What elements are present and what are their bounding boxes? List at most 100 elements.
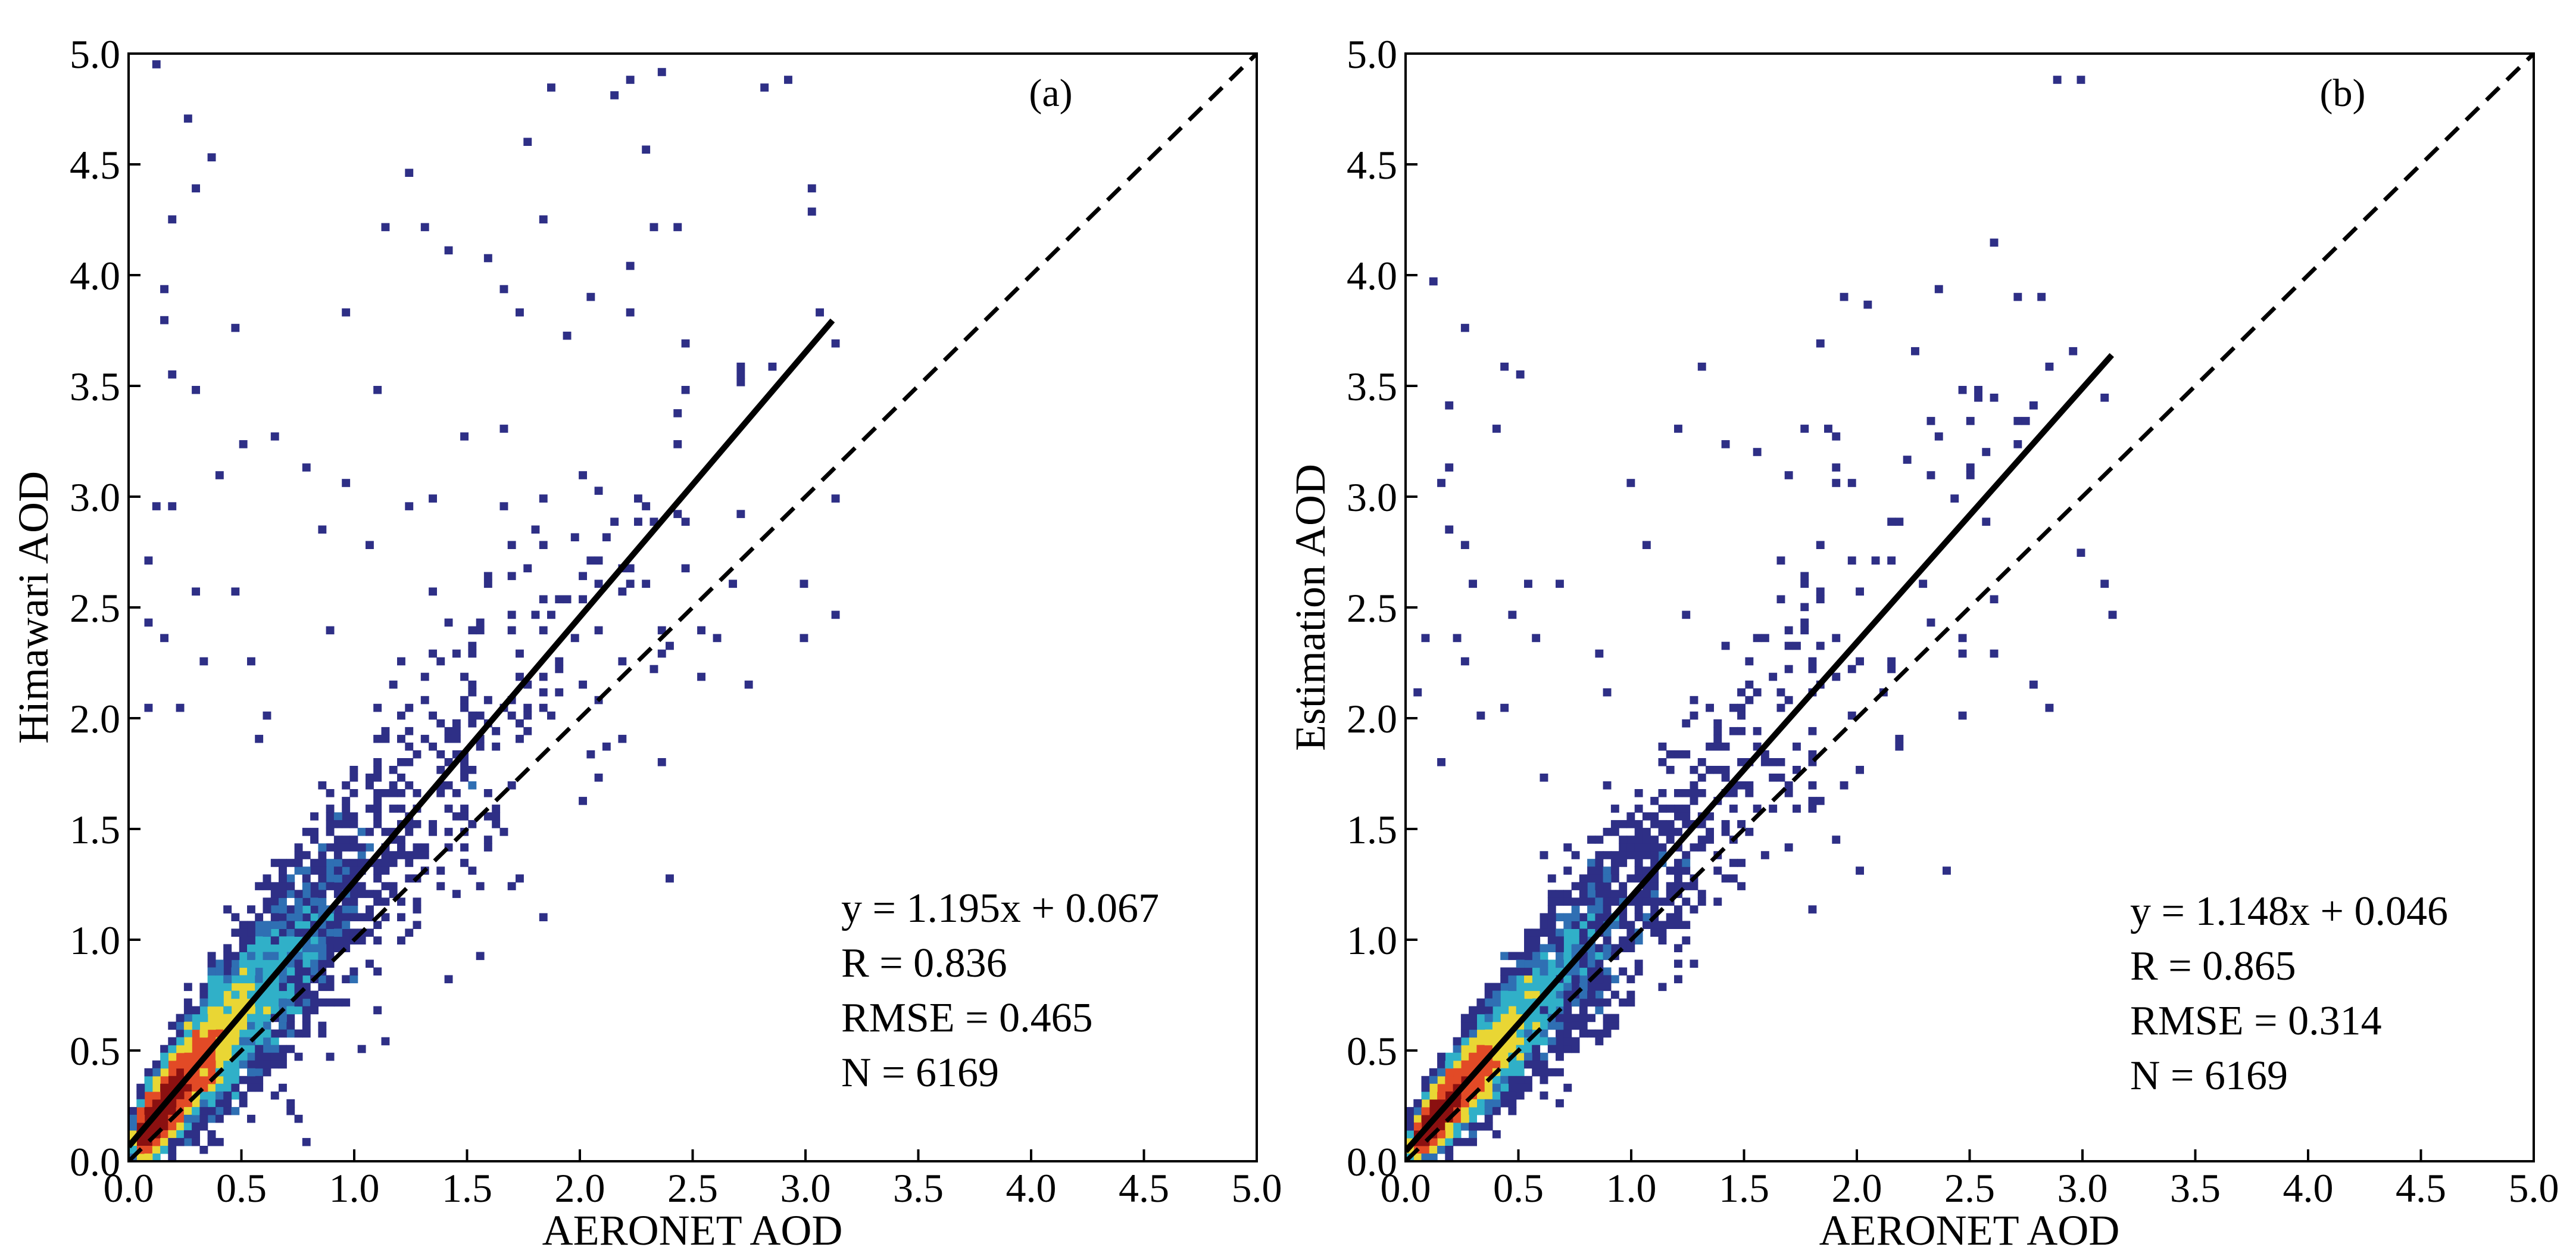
density-cell-a — [436, 866, 445, 875]
density-cell-b — [1421, 634, 1430, 643]
density-cell-a — [207, 1060, 216, 1069]
density-cell-b — [1666, 866, 1675, 875]
density-cell-b — [1476, 1021, 1485, 1030]
density-cell-a — [207, 1068, 216, 1077]
density-cell-b — [1990, 394, 1999, 402]
density-cell-b — [1666, 805, 1675, 813]
density-cell-b — [1682, 610, 1691, 619]
density-cell-a — [586, 556, 595, 565]
density-cell-a — [349, 766, 358, 774]
density-cell-a — [199, 990, 208, 999]
density-cell-a — [215, 1106, 224, 1115]
density-cell-b — [1634, 851, 1643, 859]
density-cell-b — [1808, 750, 1817, 759]
density-cell-b — [1429, 1154, 1438, 1161]
density-cell-b — [1587, 874, 1595, 883]
density-cell-a — [215, 1083, 224, 1092]
density-cell-b — [1776, 758, 1785, 766]
density-cell-b — [1556, 1029, 1564, 1038]
density-cell-b — [1540, 851, 1548, 859]
density-cell-b — [1469, 579, 1477, 588]
density-cell-a — [333, 866, 342, 875]
density-cell-a — [215, 998, 224, 1007]
density-cell-a — [452, 789, 461, 797]
density-cell-a — [626, 308, 635, 317]
density-cell-b — [1690, 959, 1698, 968]
density-cell-a — [413, 905, 421, 914]
density-cell-a — [460, 432, 469, 441]
density-cell-b — [1587, 959, 1595, 968]
density-cell-b — [1776, 595, 1785, 604]
density-cell-a — [199, 1122, 208, 1131]
density-cell-a — [357, 913, 366, 921]
density-cell-b — [1532, 952, 1541, 961]
density-cell-b — [1524, 959, 1532, 968]
density-cell-b — [1800, 603, 1809, 612]
density-cell-b — [1595, 944, 1604, 952]
density-cell-a — [247, 1029, 255, 1038]
density-cell-b — [1706, 836, 1714, 844]
density-cell-b — [1563, 1021, 1572, 1030]
density-cell-a — [255, 734, 264, 743]
density-cell-b — [1540, 944, 1548, 952]
density-cell-b — [1903, 456, 1912, 464]
density-cell-a — [270, 1052, 279, 1061]
density-cell-a — [192, 1037, 200, 1046]
density-cell-a — [366, 959, 374, 968]
density-cell-a — [223, 1068, 232, 1077]
density-cell-b — [1540, 913, 1548, 921]
density-cell-a — [816, 308, 824, 317]
density-cell-b — [1595, 959, 1604, 968]
density-cell-a — [650, 665, 658, 674]
density-cell-b — [1603, 1021, 1612, 1030]
density-cell-b — [2069, 347, 2078, 356]
density-cell-a — [231, 990, 240, 999]
density-cell-b — [1619, 820, 1628, 828]
density-cell-a — [270, 1060, 279, 1069]
density-cell-a — [255, 998, 264, 1007]
density-cell-a — [357, 882, 366, 890]
density-cell-a — [342, 859, 351, 867]
density-cell-a — [231, 1083, 240, 1092]
density-cell-b — [1674, 859, 1682, 867]
density-cell-a — [160, 285, 168, 294]
y-tick-label-a: 3.5 — [70, 364, 120, 409]
density-cell-a — [452, 719, 461, 728]
density-cell-b — [1958, 649, 1967, 658]
density-cell-b — [1556, 1021, 1564, 1030]
x-tick-label-b: 4.0 — [2283, 1165, 2334, 1211]
density-cell-a — [255, 1060, 264, 1069]
density-cell-b — [1626, 921, 1635, 929]
density-cell-a — [286, 1014, 295, 1023]
density-cell-a — [279, 882, 287, 890]
density-cell-a — [144, 1099, 153, 1108]
density-cell-a — [650, 223, 658, 232]
density-cell-b — [1445, 1146, 1454, 1154]
density-cell-a — [239, 998, 248, 1007]
density-cell-a — [223, 1091, 232, 1100]
density-cell-a — [326, 805, 335, 813]
density-cell-a — [310, 998, 319, 1007]
density-cell-b — [1610, 866, 1619, 875]
density-cell-b — [1508, 610, 1517, 619]
density-cell-b — [1595, 905, 1604, 914]
density-cell-b — [1666, 890, 1675, 898]
density-cell-b — [1895, 734, 1904, 743]
density-cell-a — [468, 766, 477, 774]
panel-b: 0.0 0.5 1.0 1.5 2.0 2.5 3.0 3.5 4.0 4.5 5.00.00.51… — [1287, 32, 2559, 1250]
density-cell-b — [1666, 882, 1675, 890]
x-tick-label-b: 1.5 — [1719, 1165, 1769, 1211]
density-cell-a — [539, 215, 548, 224]
density-cell-a — [373, 1006, 382, 1015]
density-cell-b — [1571, 967, 1580, 976]
density-cell-a — [263, 959, 271, 968]
density-cell-b — [1634, 859, 1643, 867]
density-cell-b — [1524, 1083, 1532, 1092]
density-cell-a — [183, 1130, 192, 1139]
density-cell-b — [1484, 1014, 1493, 1023]
density-cell-a — [168, 1037, 177, 1046]
density-cell-a — [642, 502, 651, 510]
density-cell-a — [215, 1060, 224, 1069]
density-cell-b — [1642, 843, 1651, 852]
density-cell-a — [199, 1021, 208, 1030]
